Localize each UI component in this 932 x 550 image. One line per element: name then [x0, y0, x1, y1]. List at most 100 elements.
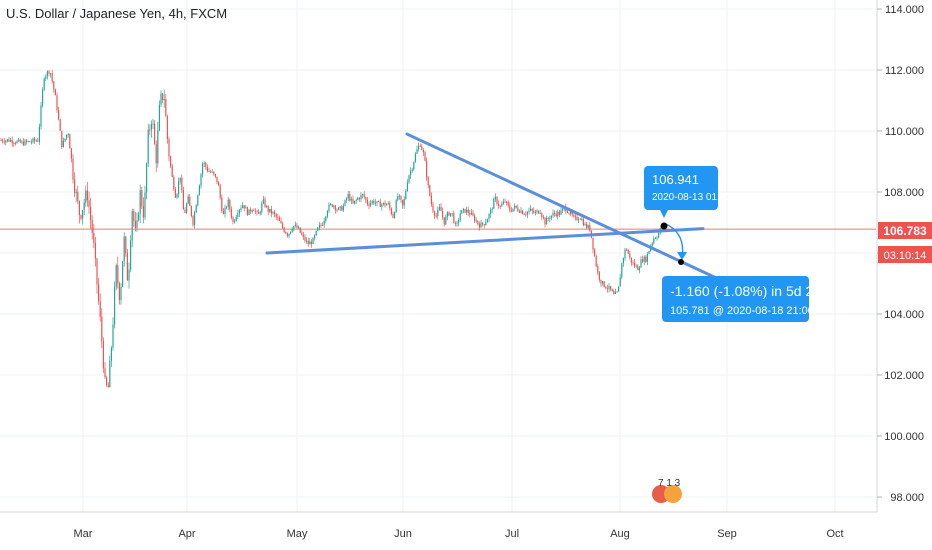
candle-body — [542, 216, 544, 218]
candle-body — [178, 181, 180, 195]
candle-body — [392, 213, 394, 218]
trendlines[interactable] — [265, 132, 717, 279]
candle-body — [467, 209, 469, 214]
candle-body — [213, 171, 215, 174]
candle-body — [504, 201, 506, 203]
candle-body — [646, 253, 648, 262]
candle-body — [445, 216, 447, 225]
candle-body — [62, 140, 64, 148]
candle-body — [421, 146, 423, 151]
candle-body — [466, 209, 468, 213]
candle-body — [96, 258, 98, 285]
candle-body — [102, 340, 104, 369]
candle-body — [512, 208, 514, 212]
candle-body — [594, 249, 596, 257]
candle-body — [94, 242, 96, 259]
candle-body — [298, 227, 300, 229]
candle-body — [538, 210, 540, 214]
candle-body — [654, 238, 656, 239]
candle-body — [115, 265, 117, 288]
candle-body — [357, 197, 359, 200]
candle-body — [474, 215, 476, 221]
candle-body — [139, 190, 141, 214]
candle-body — [586, 224, 588, 228]
candle-body — [104, 368, 106, 378]
candle-body — [448, 212, 450, 216]
candle-body — [352, 198, 354, 204]
candle-body — [323, 220, 325, 226]
candle-body — [182, 190, 184, 210]
candle-body — [501, 204, 503, 207]
candle-body — [118, 283, 120, 300]
candle-body — [638, 267, 640, 271]
candle-body — [290, 231, 292, 234]
candle-body — [147, 129, 149, 164]
time-axis[interactable]: Mar Apr May Jun Jul Aug Sep Oct — [74, 528, 844, 540]
candle-body — [190, 205, 192, 217]
measure-start-callout[interactable]: 106.941 2020-08-13 01:00 — [644, 166, 731, 218]
candle-body — [373, 200, 375, 204]
candle-body — [416, 149, 418, 154]
candle-body — [158, 104, 160, 131]
candle-body — [186, 203, 188, 213]
candle-body — [53, 81, 55, 90]
candle-body — [550, 215, 552, 219]
candle-body — [48, 71, 50, 74]
candle-body — [222, 211, 224, 215]
candle-body — [160, 93, 162, 105]
candle-body — [362, 194, 364, 196]
candle-body — [99, 301, 101, 317]
candle-body — [482, 222, 484, 225]
candle-body — [77, 191, 79, 202]
candle-body — [341, 206, 343, 211]
candle-body — [214, 173, 216, 177]
candle-body — [18, 139, 20, 141]
candle-body — [11, 139, 13, 144]
candle-body — [117, 265, 119, 284]
candle-body — [306, 240, 308, 242]
candle-body — [630, 257, 632, 263]
candle-body — [624, 249, 626, 259]
candle-body — [325, 216, 327, 221]
candle-body — [134, 221, 136, 228]
candle-body — [643, 256, 645, 262]
candle-body — [80, 214, 82, 219]
candle-body — [294, 225, 296, 226]
candle-body — [2, 140, 4, 142]
measure-start-datetime: 2020-08-13 01:00 — [652, 192, 731, 203]
support-trendline[interactable] — [265, 227, 705, 255]
candle-body — [251, 210, 253, 212]
measure-end-callout[interactable]: -1.160 (-1.08%) in 5d 20h 105.781 @ 2020… — [662, 276, 829, 322]
candle-body — [299, 227, 301, 233]
candle-body — [197, 195, 199, 206]
candle-body — [114, 287, 116, 325]
candle-body — [254, 210, 256, 212]
candle-body — [266, 206, 268, 207]
candle-body — [498, 203, 500, 206]
price-axis-tick-label: 110.000 — [885, 126, 924, 138]
events-badge[interactable]: 7 1 3 — [652, 478, 682, 503]
candle-body — [126, 252, 128, 281]
candle-body — [136, 220, 138, 228]
candle-body — [547, 218, 549, 219]
candle-body — [350, 198, 352, 201]
candle-body — [528, 210, 530, 212]
candle-body — [152, 123, 154, 125]
resistance-trendline[interactable] — [405, 132, 717, 279]
candle-body — [634, 262, 636, 267]
price-axis-tick-label: 108.000 — [884, 187, 924, 199]
candle-body — [264, 199, 266, 207]
candle-body — [85, 190, 87, 203]
candle-body — [442, 211, 444, 218]
candle-body — [26, 140, 28, 142]
candle-body — [72, 158, 74, 180]
candle-body — [334, 205, 336, 210]
chart-title: U.S. Dollar / Japanese Yen, 4h, FXCM — [6, 6, 228, 21]
measure-end-point[interactable] — [678, 259, 684, 265]
candle-body — [616, 291, 618, 293]
candle-body — [570, 211, 572, 214]
candle-body — [192, 216, 194, 225]
measure-start-point[interactable] — [660, 222, 668, 230]
candle-body — [248, 209, 250, 215]
